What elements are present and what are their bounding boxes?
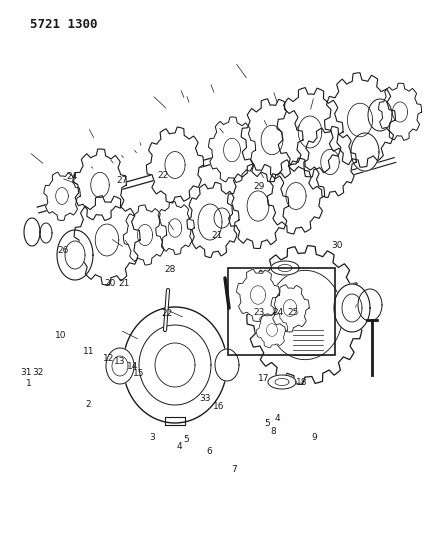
- Text: 4: 4: [274, 414, 280, 423]
- Text: 2: 2: [85, 400, 91, 408]
- Text: 5: 5: [183, 435, 189, 444]
- Text: 22: 22: [157, 172, 168, 180]
- Polygon shape: [123, 307, 227, 423]
- Polygon shape: [57, 230, 93, 280]
- Text: 10: 10: [55, 332, 66, 340]
- Text: 24: 24: [66, 173, 77, 181]
- Text: 28: 28: [165, 265, 176, 274]
- Polygon shape: [40, 223, 52, 243]
- Text: 14: 14: [127, 362, 138, 371]
- Polygon shape: [155, 343, 195, 387]
- Polygon shape: [358, 289, 382, 321]
- Polygon shape: [324, 73, 395, 167]
- Text: 9: 9: [312, 433, 318, 441]
- Text: 3: 3: [149, 433, 155, 441]
- Text: 24: 24: [273, 309, 284, 317]
- Polygon shape: [215, 349, 239, 381]
- Polygon shape: [368, 99, 392, 131]
- Polygon shape: [241, 99, 303, 182]
- Polygon shape: [187, 182, 239, 257]
- Polygon shape: [271, 261, 299, 275]
- Polygon shape: [351, 133, 379, 171]
- Text: 27: 27: [116, 176, 128, 184]
- Text: 25: 25: [288, 309, 299, 317]
- Text: 16: 16: [213, 402, 224, 410]
- Polygon shape: [304, 126, 356, 198]
- Polygon shape: [123, 205, 166, 265]
- Polygon shape: [106, 348, 134, 384]
- Polygon shape: [342, 294, 362, 322]
- Polygon shape: [208, 117, 256, 182]
- Text: 30: 30: [332, 241, 343, 249]
- Polygon shape: [378, 83, 422, 140]
- Text: 22: 22: [161, 309, 172, 318]
- Polygon shape: [198, 204, 222, 240]
- Text: 17: 17: [258, 374, 269, 383]
- Polygon shape: [247, 246, 363, 384]
- Polygon shape: [256, 312, 288, 348]
- Text: 26: 26: [58, 246, 69, 255]
- Text: 13: 13: [114, 357, 125, 366]
- Text: 18: 18: [296, 378, 307, 387]
- Text: 20: 20: [105, 279, 116, 288]
- Bar: [228, 268, 335, 355]
- Text: 29: 29: [253, 182, 265, 191]
- Polygon shape: [214, 208, 230, 228]
- Polygon shape: [275, 378, 289, 385]
- Polygon shape: [112, 356, 128, 376]
- Polygon shape: [227, 164, 288, 248]
- Polygon shape: [44, 172, 80, 221]
- Text: 1: 1: [26, 379, 32, 388]
- Polygon shape: [139, 325, 211, 405]
- Text: 15: 15: [134, 369, 145, 377]
- Text: 32: 32: [32, 368, 43, 376]
- Text: 7: 7: [232, 465, 238, 473]
- Text: 31: 31: [20, 368, 31, 376]
- Polygon shape: [156, 201, 194, 254]
- Polygon shape: [334, 284, 370, 332]
- Polygon shape: [271, 285, 309, 332]
- Text: 6: 6: [207, 448, 213, 456]
- Polygon shape: [268, 158, 324, 234]
- Text: 21: 21: [119, 279, 130, 288]
- Polygon shape: [268, 375, 296, 389]
- Polygon shape: [74, 196, 140, 285]
- Polygon shape: [237, 269, 279, 321]
- Text: 5721 1300: 5721 1300: [30, 18, 98, 31]
- Polygon shape: [146, 127, 204, 203]
- Polygon shape: [74, 149, 126, 221]
- Text: 23: 23: [253, 309, 265, 317]
- Text: 11: 11: [83, 348, 95, 356]
- Text: 21: 21: [212, 231, 223, 240]
- Polygon shape: [24, 218, 40, 246]
- Text: 4: 4: [177, 442, 183, 451]
- Text: 5: 5: [265, 419, 270, 428]
- Polygon shape: [65, 241, 85, 269]
- Polygon shape: [278, 264, 292, 271]
- Polygon shape: [277, 87, 343, 177]
- Text: 33: 33: [199, 394, 210, 403]
- Text: 12: 12: [104, 354, 115, 362]
- Text: 8: 8: [270, 427, 276, 436]
